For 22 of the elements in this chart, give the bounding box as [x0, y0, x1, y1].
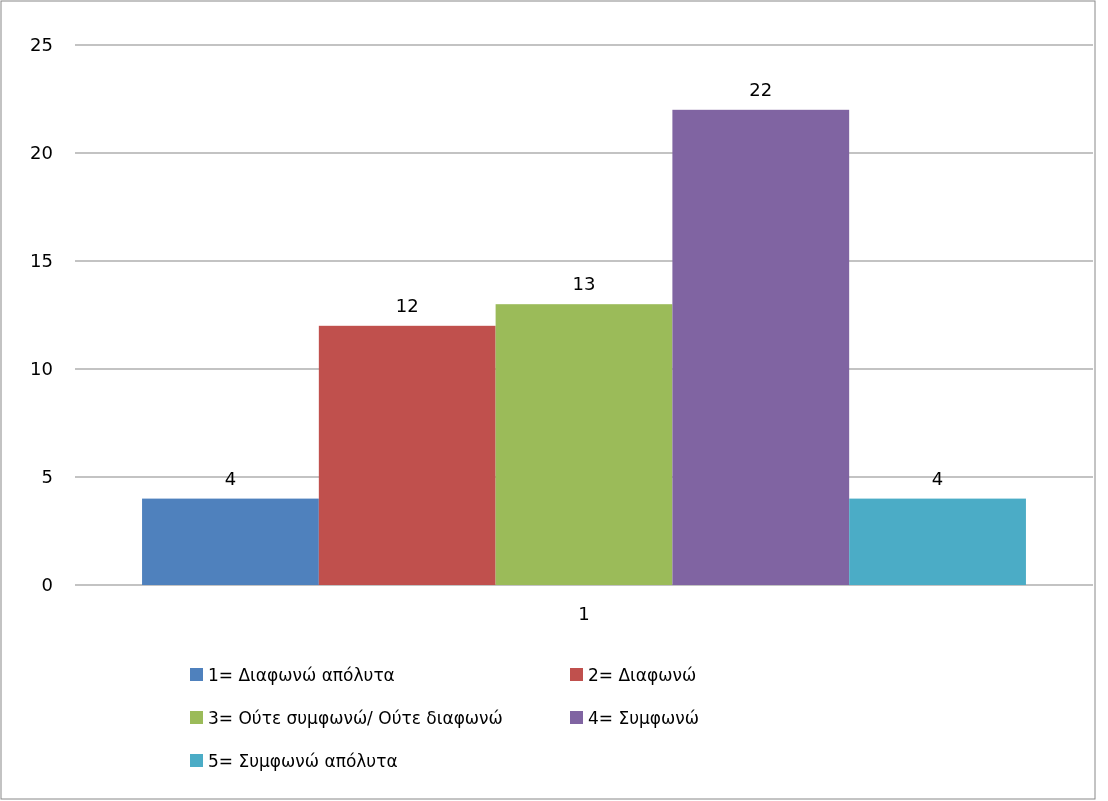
data-label: 13 [572, 273, 596, 295]
legend-label: 1= Διαφωνώ απόλυτα [208, 665, 395, 685]
data-label: 12 [395, 294, 419, 316]
y-tick-label: 25 [30, 34, 53, 56]
y-tick-label: 0 [41, 574, 53, 596]
data-label: 4 [931, 467, 944, 489]
bar [495, 304, 673, 585]
bar [672, 109, 850, 585]
bar [318, 325, 496, 585]
legend-label: 3= Ούτε συμφωνώ/ Ούτε διαφωνώ [208, 708, 503, 728]
bar [849, 498, 1026, 585]
data-label: 22 [749, 78, 773, 100]
bar [142, 498, 319, 585]
y-tick-label: 15 [30, 250, 53, 272]
y-tick-label: 5 [41, 466, 53, 488]
data-label: 4 [224, 467, 237, 489]
legend-label: 2= Διαφωνώ [588, 665, 697, 685]
legend-label: 5= Συμφωνώ απόλυτα [208, 751, 398, 771]
x-tick-label: 1 [578, 602, 590, 624]
y-tick-label: 20 [30, 142, 53, 164]
legend-label: 4= Συμφωνώ [588, 708, 700, 728]
y-tick-label: 10 [30, 358, 53, 380]
